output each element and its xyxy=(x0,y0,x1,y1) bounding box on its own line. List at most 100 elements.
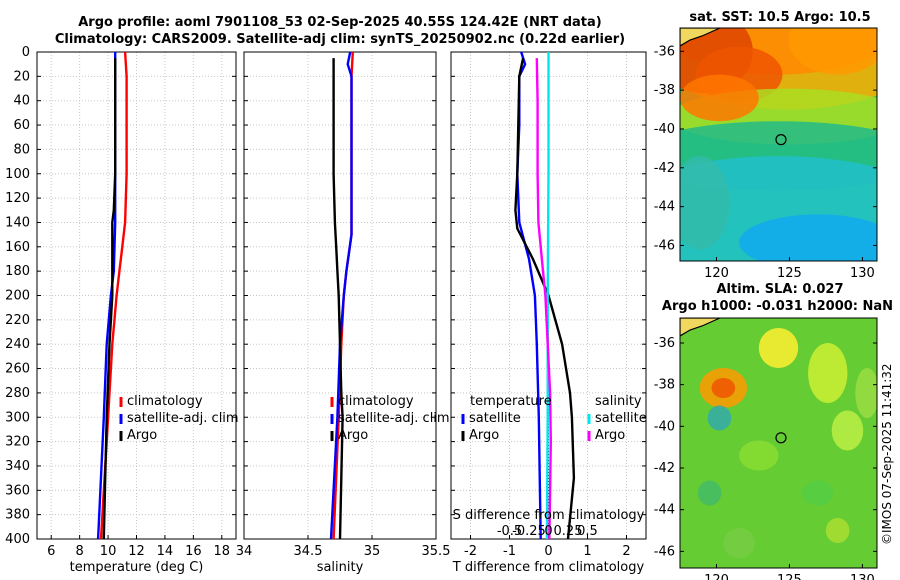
sla-map-frame xyxy=(679,317,878,569)
x-tick-label: 10 xyxy=(100,544,117,559)
map-y-tick-label: -46 xyxy=(654,544,675,559)
legend-entry: climatology xyxy=(338,394,414,409)
map-color-region xyxy=(711,378,736,398)
legend-entry: satellite xyxy=(469,411,521,426)
x-tick-label: 18 xyxy=(214,544,231,559)
sst-map-field xyxy=(680,28,877,261)
y-tick-label: 120 xyxy=(5,191,30,206)
x-tick-label: 35.5 xyxy=(422,544,451,559)
legend-entry: climatology xyxy=(127,394,203,409)
float-position-marker xyxy=(775,432,787,444)
temperature-profile-series-climatology xyxy=(99,51,128,540)
map-color-region xyxy=(739,214,877,261)
sst-map-title: sat. SST: 10.5 Argo: 10.5 xyxy=(689,10,871,25)
legend-entry: satellite-adj. clim xyxy=(338,411,450,426)
map-color-region xyxy=(697,480,722,506)
map-color-region xyxy=(739,440,779,471)
map-x-tick-label: 130 xyxy=(850,266,875,281)
y-tick-label: 0 xyxy=(22,45,30,60)
x2-tick-label: 0.25 xyxy=(554,524,583,539)
map-x-tick-label: 125 xyxy=(777,266,802,281)
map-color-region xyxy=(808,343,848,403)
salinity-profile-xlabel: salinity xyxy=(317,560,364,575)
map-x-tick-label: 120 xyxy=(704,266,729,281)
map-y-tick-label: -38 xyxy=(654,378,675,393)
coastline xyxy=(680,28,721,47)
x-tick-label: 16 xyxy=(185,544,202,559)
legend-entry: satellite xyxy=(595,411,647,426)
map-y-tick-label: -40 xyxy=(654,419,675,434)
difference-profile-series-temperature-argo xyxy=(514,57,576,540)
legend-entry: Argo xyxy=(338,428,368,443)
salinity-profile-series-argo xyxy=(332,58,344,540)
y-tick-label: 20 xyxy=(13,69,30,84)
y-tick-label: 280 xyxy=(5,386,30,401)
sla-map-subtitle: Argo h1000: -0.031 h2000: NaN xyxy=(661,299,894,314)
difference-profile-xlabel: T difference from climatology xyxy=(452,560,645,575)
y-tick-label: 220 xyxy=(5,313,30,328)
y-tick-label: 300 xyxy=(5,410,30,425)
map-y-tick-label: -38 xyxy=(654,83,675,98)
salinity-profile-series-satellite-adj-clim xyxy=(329,51,353,540)
map-y-tick-label: -42 xyxy=(654,161,675,176)
map-color-region xyxy=(680,74,759,122)
x-tick-label: -2 xyxy=(464,544,477,559)
float-position-marker xyxy=(775,134,787,146)
x2-tick-label: -0.5 xyxy=(497,524,522,539)
x-tick-label: 6 xyxy=(47,544,55,559)
legend-title-salinity: salinity xyxy=(595,394,642,409)
map-x-tick-label: 130 xyxy=(850,573,875,580)
sla-map-field xyxy=(680,318,877,568)
map-color-region xyxy=(680,156,730,250)
legend-entry: Argo xyxy=(127,428,157,443)
legend-entry: Argo xyxy=(595,428,625,443)
y-tick-label: 140 xyxy=(5,215,30,230)
y-tick-label: 380 xyxy=(5,508,30,523)
map-x-tick-label: 125 xyxy=(777,573,802,580)
map-color-region xyxy=(707,405,732,431)
map-y-tick-label: -46 xyxy=(654,238,675,253)
map-y-tick-label: -44 xyxy=(654,503,675,518)
y-tick-label: 100 xyxy=(5,167,30,182)
difference-x2label: S difference from climatology xyxy=(453,508,645,523)
x-tick-label: 2 xyxy=(622,544,630,559)
y-tick-label: 40 xyxy=(13,94,30,109)
map-color-region xyxy=(788,28,877,75)
legend-entry: satellite-adj. clim xyxy=(127,411,239,426)
map-color-region xyxy=(758,328,799,368)
map-color-region xyxy=(723,528,755,558)
difference-profile-series-salinity-satellite xyxy=(545,52,550,540)
x-tick-label: 12 xyxy=(128,544,145,559)
y-tick-label: 200 xyxy=(5,289,30,304)
map-y-tick-label: -36 xyxy=(654,44,675,59)
x2-tick-label: 0 xyxy=(544,524,552,539)
map-y-tick-label: -36 xyxy=(654,336,675,351)
x-tick-label: 34.5 xyxy=(294,544,323,559)
map-color-region xyxy=(802,480,834,506)
map-color-region xyxy=(831,410,864,451)
x2-tick-label: -0.25 xyxy=(512,524,546,539)
temperature-profile-series-argo xyxy=(102,58,117,540)
temperature-profile-xlabel: temperature (deg C) xyxy=(70,560,204,575)
y-tick-label: 400 xyxy=(5,532,30,547)
figure-title-line-2: Climatology: CARS2009. Satellite-adj cli… xyxy=(54,32,626,47)
x2-tick-label: 0.5 xyxy=(577,524,598,539)
sla-map-title: Altim. SLA: 0.027 xyxy=(716,282,844,297)
y-tick-label: 60 xyxy=(13,118,30,133)
y-tick-label: 160 xyxy=(5,240,30,255)
x-tick-label: 8 xyxy=(76,544,84,559)
y-tick-label: 260 xyxy=(5,362,30,377)
map-color-region xyxy=(825,518,850,543)
y-tick-label: 320 xyxy=(5,435,30,450)
y-tick-label: 180 xyxy=(5,264,30,279)
x-tick-label: 14 xyxy=(157,544,174,559)
y-tick-label: 340 xyxy=(5,459,30,474)
y-tick-label: 80 xyxy=(13,142,30,157)
coastline xyxy=(680,318,721,337)
map-x-tick-label: 120 xyxy=(704,573,729,580)
x-tick-label: 1 xyxy=(583,544,591,559)
map-y-tick-label: -42 xyxy=(654,461,675,476)
x-tick-label: 35 xyxy=(364,544,381,559)
x-tick-label: -1 xyxy=(503,544,516,559)
